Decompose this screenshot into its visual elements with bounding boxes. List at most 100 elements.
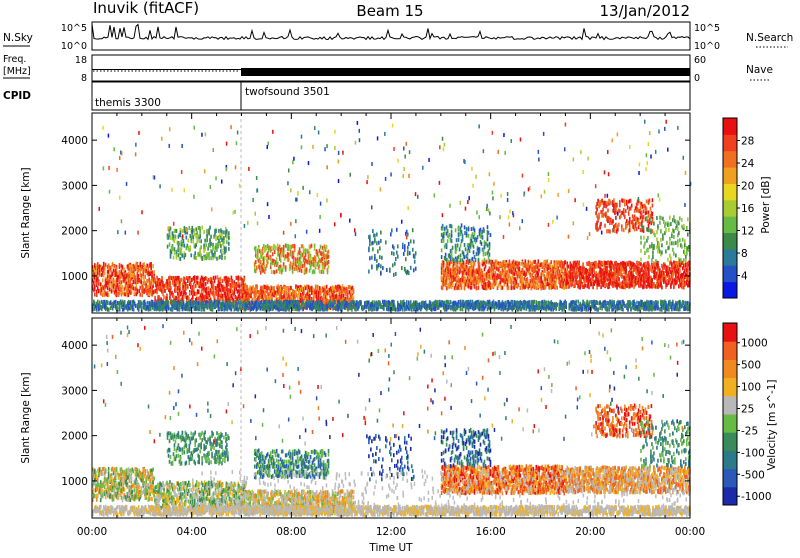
range-cell [519, 261, 521, 265]
range-cell [180, 257, 182, 261]
range-cell [256, 285, 258, 289]
range-cell [164, 289, 166, 293]
range-cell [599, 226, 601, 230]
range-cell [195, 284, 197, 288]
range-cell [598, 213, 600, 217]
range-cell [140, 280, 142, 284]
range-cell [518, 283, 520, 287]
range-cell [623, 228, 625, 232]
range-cell [502, 286, 504, 290]
range-cell [203, 257, 205, 261]
range-cell [228, 282, 230, 286]
range-cell [615, 216, 617, 220]
range-cell [317, 286, 319, 290]
nsearch-label: N.Search [746, 32, 793, 44]
freq-tick-top: 18 [75, 55, 87, 66]
range-cell [204, 239, 206, 243]
range-cell [278, 286, 280, 290]
range-cell [113, 269, 115, 273]
range-cell [618, 223, 620, 227]
nsearch-tick-top: 10^5 [694, 23, 720, 34]
range-cell [576, 275, 578, 279]
range-cell [321, 252, 323, 256]
range-cell [320, 288, 322, 292]
range-cell [351, 290, 353, 294]
range-cell [459, 247, 461, 251]
range-cell [484, 273, 486, 277]
range-cell [139, 286, 141, 290]
range-cell [94, 293, 96, 297]
range-cell [572, 277, 574, 281]
range-cell [463, 252, 465, 256]
range-cell [194, 292, 196, 296]
range-cell [489, 267, 491, 271]
range-cell [201, 226, 203, 230]
range-cell [224, 256, 226, 260]
range-cell [612, 219, 614, 223]
range-cell [619, 209, 621, 213]
range-cell [544, 269, 546, 273]
range-cell [458, 227, 460, 231]
range-cell [584, 283, 586, 287]
range-cell [192, 295, 194, 299]
range-cell [487, 237, 489, 241]
range-cell [180, 233, 182, 237]
range-cell [217, 243, 219, 247]
range-cell [479, 262, 481, 266]
range-cell [458, 233, 460, 237]
range-cell [446, 277, 448, 281]
range-cell [600, 222, 602, 226]
range-cell [170, 286, 172, 290]
range-cell [482, 235, 484, 239]
range-cell [486, 260, 488, 264]
range-cell [255, 260, 257, 264]
range-cell [184, 277, 186, 281]
range-cell [615, 223, 617, 227]
range-cell [221, 256, 223, 260]
range-cell [136, 284, 138, 288]
range-cell [319, 264, 321, 268]
range-cell [147, 285, 149, 289]
range-cell [319, 270, 321, 274]
range-cell [181, 278, 183, 282]
range-cell [671, 262, 673, 266]
range-cell [208, 252, 210, 256]
range-cell [489, 253, 491, 257]
range-cell [214, 294, 216, 298]
range-cell [285, 265, 287, 269]
range-cell [199, 235, 201, 239]
range-cell [274, 250, 276, 254]
range-cell [457, 265, 459, 269]
range-cell [274, 270, 276, 274]
range-cell [656, 274, 658, 278]
range-cell [526, 272, 528, 276]
range-cell [496, 280, 498, 284]
range-cell [283, 251, 285, 255]
range-cell [599, 203, 601, 207]
range-cell [606, 229, 608, 233]
range-cell [208, 278, 210, 282]
range-cell [309, 294, 311, 298]
range-cell [471, 286, 473, 290]
range-cell [181, 291, 183, 295]
range-cell [538, 259, 540, 263]
range-cell [201, 256, 203, 260]
range-cell [684, 283, 686, 287]
range-cell [605, 212, 607, 216]
range-cell [471, 227, 473, 231]
range-cell [283, 262, 285, 266]
cpid-mode-twofsound: twofsound 3501 [245, 86, 330, 98]
range-cell [464, 225, 466, 229]
range-cell [464, 286, 466, 290]
range-cell [325, 263, 327, 267]
range-cell [176, 229, 178, 233]
freq-tick-bottom: 8 [81, 73, 87, 84]
range-cell [271, 246, 273, 250]
range-cell [206, 238, 208, 242]
range-cell [188, 297, 190, 301]
range-cell [140, 273, 142, 277]
range-cell [484, 258, 486, 262]
range-cell [546, 259, 548, 263]
range-cell [174, 247, 176, 251]
